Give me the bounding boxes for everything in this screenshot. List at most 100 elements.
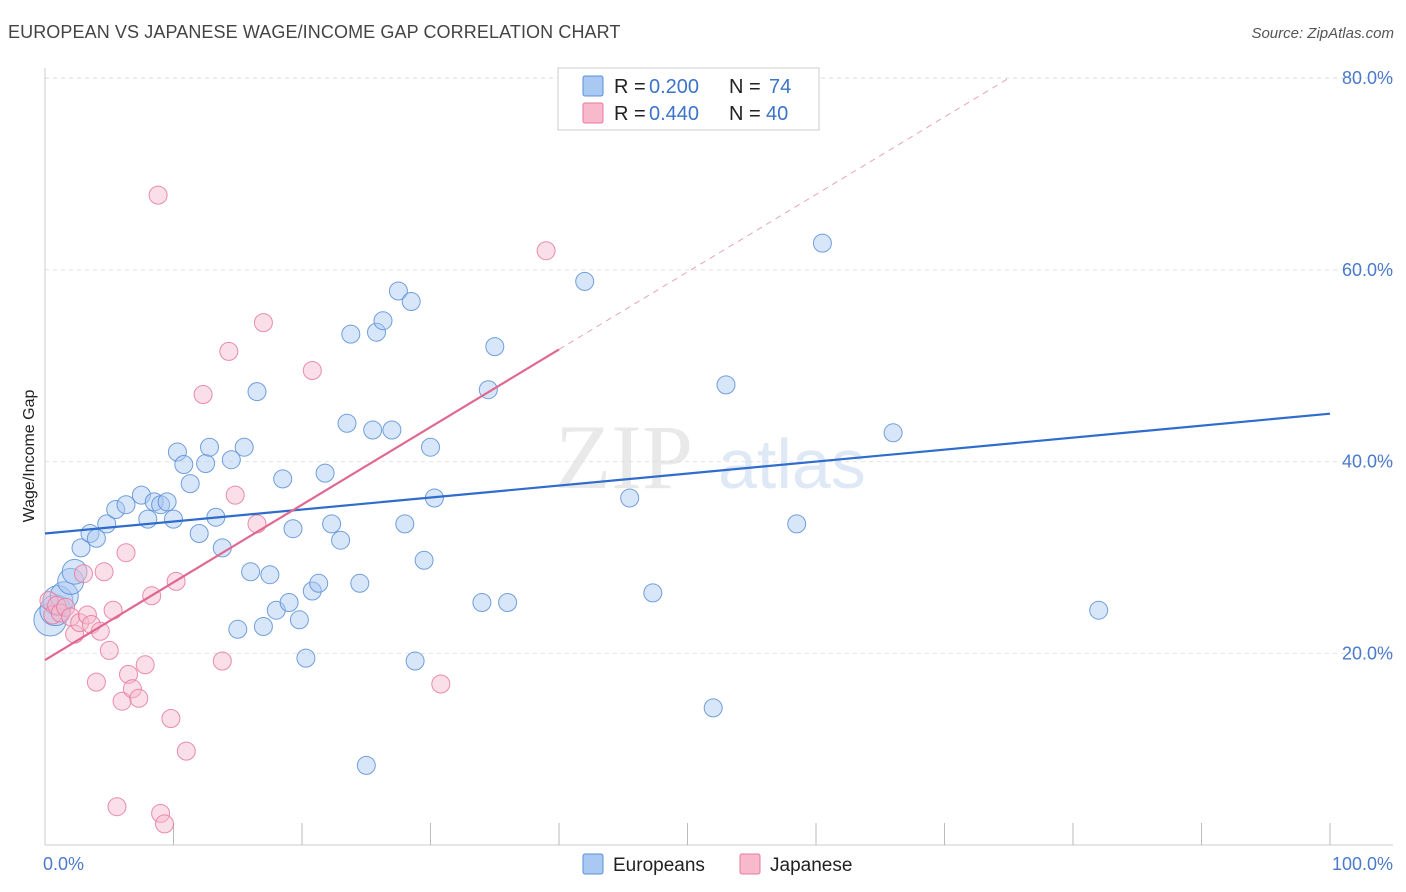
european-point [228,619,248,639]
european-point [273,469,293,489]
japanese-point [193,385,213,404]
japanese-point [161,709,181,728]
european-point [812,233,832,253]
japanese-point [431,674,451,694]
japanese-point [103,600,123,620]
japanese-point [219,341,239,361]
european-point [234,437,254,457]
japanese-point [70,613,90,633]
japanese-point [253,313,273,333]
european-point [620,488,640,508]
bottom-legend-europeans: Europeans [613,855,705,876]
european-point [367,322,386,342]
legend-n-value-europeans: 74 [769,76,791,98]
japanese-point [536,241,556,261]
european-point [388,281,408,301]
european-point [414,550,434,570]
japanese-point [119,664,138,684]
european-point [373,311,393,331]
legend-r-label-europeans: R = [614,76,646,98]
japanese-point [50,603,70,623]
european-point [575,271,595,291]
european-point [279,593,299,612]
european-point [241,562,261,582]
legend-n-value-japanese: 40 [766,103,788,125]
bottom-legend-swatch-japanese [739,853,761,875]
european-point [643,583,663,603]
european-point [180,474,200,494]
data-points [33,185,1109,834]
european-point [189,524,209,543]
legend-r-value-europeans: 0.200 [649,76,699,98]
european-trend-line [44,412,1331,535]
japanese-point [225,485,245,505]
european-point [401,292,421,311]
japanese-point [86,672,106,692]
european-point [200,437,219,457]
european-point [703,698,723,718]
y-tick-label: 60.0% [1342,260,1393,280]
japanese-point [74,564,93,584]
trend-lines [44,77,1331,661]
european-point [116,495,136,515]
japanese-point [135,655,155,675]
bottom-legend-swatch-europeans [582,853,604,875]
european-point [253,617,273,636]
legend-swatch-europeans [582,75,604,97]
y-tick-label: 20.0% [1342,643,1393,663]
european-point [106,500,126,519]
european-point [221,450,241,470]
y-axis-label: Wage/Income Gap [21,390,38,523]
european-point [164,509,183,529]
legend-bottom: Europeans Japanese [582,853,852,876]
european-point [260,565,280,585]
european-point [341,324,361,344]
european-point [337,413,357,433]
chart-source: Source: ZipAtlas.com [1251,25,1394,42]
japanese-point [56,597,76,617]
tick-labels: 20.0% 40.0% 60.0% 80.0% 0.0% 100.0% [43,68,1393,874]
chart-title: EUROPEAN VS JAPANESE WAGE/INCOME GAP COR… [8,22,621,42]
european-point [356,755,376,775]
legend-top: R = 0.200 N = 74 R = 0.440 N = 40 [557,67,820,131]
japanese-trend-line [44,348,560,661]
japanese-point [112,691,132,711]
european-point [322,514,342,534]
european-point [57,567,85,595]
european-point [363,420,383,440]
watermark: ZIP atlas [555,406,866,508]
japanese-point [176,741,196,761]
japanese-point [94,562,114,582]
legend-n-label-europeans: N = [729,76,761,98]
european-point [350,573,370,593]
european-point [472,593,492,612]
japanese-point [77,605,97,625]
japanese-point [122,679,142,699]
european-point [157,492,177,512]
european-point [883,423,903,443]
european-point [315,463,335,483]
japanese-point [107,797,127,817]
european-point [787,514,807,534]
japanese-point [99,640,119,660]
european-point [296,648,316,668]
european-point [382,420,402,440]
japanese-point [129,688,149,708]
european-point [247,382,267,402]
bottom-legend-japanese: Japanese [770,855,852,876]
y-tick-label: 40.0% [1342,452,1393,472]
japanese-point [212,651,232,671]
x-tick-label: 0.0% [43,854,84,874]
european-point [289,610,309,630]
european-point [498,593,518,612]
legend-r-label-japanese: R = [614,103,646,125]
x-tick-label: 100.0% [1332,854,1393,874]
european-point [167,442,187,462]
european-point [71,538,91,558]
japanese-point [151,803,171,823]
axes [44,68,1393,846]
european-point [421,437,440,457]
legend-n-label-japanese: N = [729,103,761,125]
japanese-point [247,514,267,534]
